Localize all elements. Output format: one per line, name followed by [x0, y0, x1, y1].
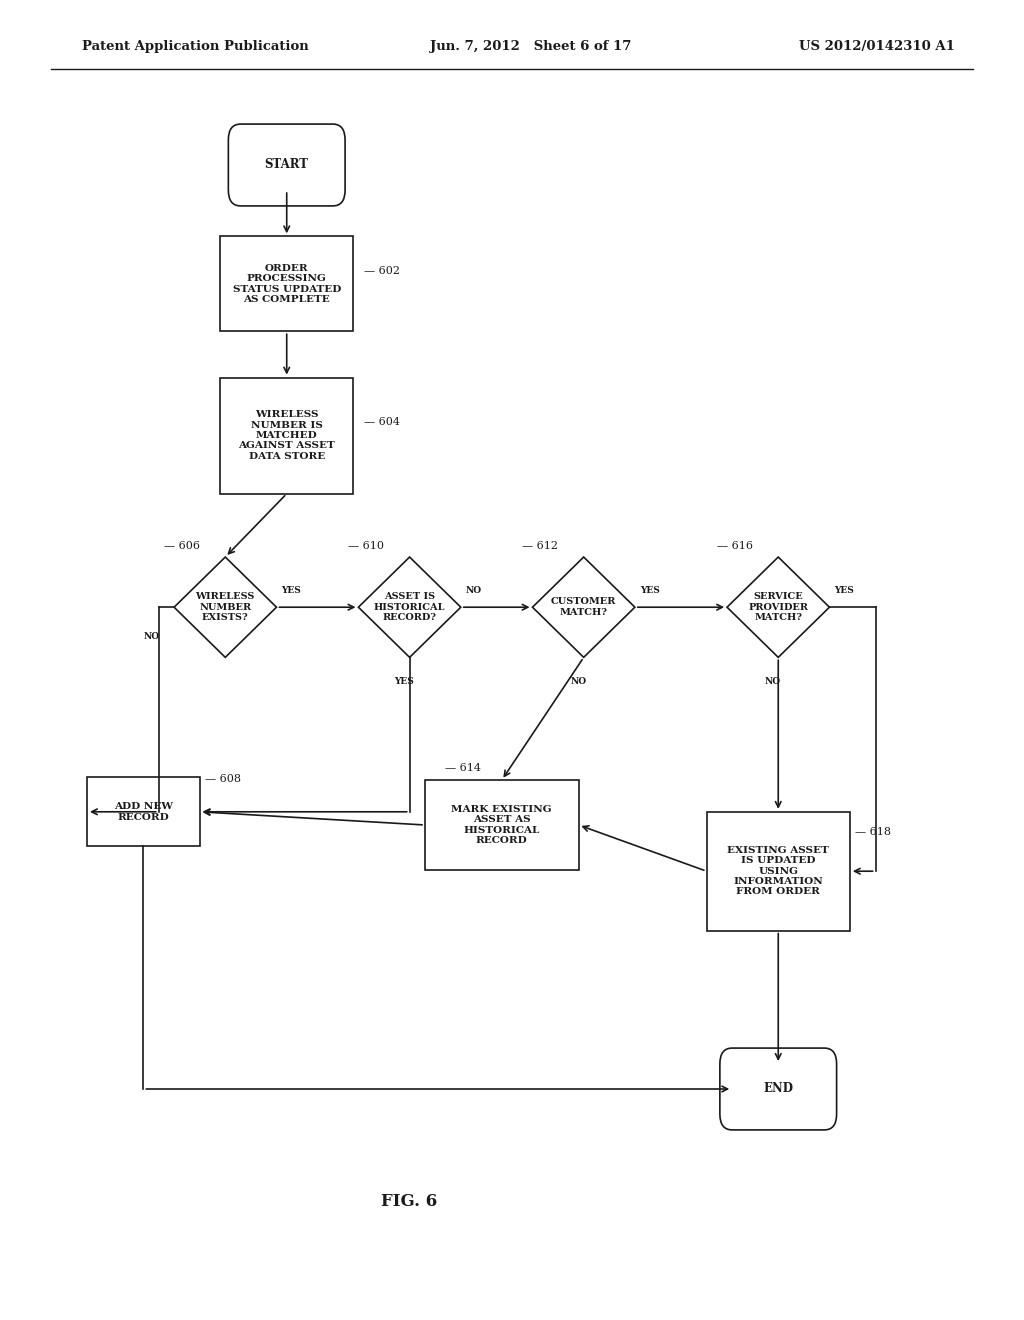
Text: NO: NO: [765, 677, 781, 685]
Text: NO: NO: [143, 632, 160, 640]
Polygon shape: [174, 557, 276, 657]
Text: YES: YES: [640, 586, 659, 594]
Text: ADD NEW
RECORD: ADD NEW RECORD: [114, 803, 173, 821]
Bar: [220, 236, 353, 331]
Bar: [87, 777, 200, 846]
Text: CUSTOMER
MATCH?: CUSTOMER MATCH?: [551, 598, 616, 616]
Text: Jun. 7, 2012   Sheet 6 of 17: Jun. 7, 2012 Sheet 6 of 17: [430, 40, 632, 53]
Text: Patent Application Publication: Patent Application Publication: [82, 40, 308, 53]
Text: SERVICE
PROVIDER
MATCH?: SERVICE PROVIDER MATCH?: [749, 593, 808, 622]
FancyBboxPatch shape: [228, 124, 345, 206]
Polygon shape: [727, 557, 829, 657]
Bar: [707, 812, 850, 931]
Text: — 610: — 610: [348, 541, 384, 552]
Text: — 612: — 612: [522, 541, 558, 552]
Text: FIG. 6: FIG. 6: [382, 1193, 437, 1209]
Text: YES: YES: [282, 586, 301, 594]
Polygon shape: [358, 557, 461, 657]
Text: US 2012/0142310 A1: US 2012/0142310 A1: [799, 40, 954, 53]
Text: NO: NO: [466, 586, 482, 594]
Text: — 614: — 614: [445, 763, 481, 774]
Text: — 604: — 604: [364, 417, 399, 428]
Text: MARK EXISTING
ASSET AS
HISTORICAL
RECORD: MARK EXISTING ASSET AS HISTORICAL RECORD: [452, 805, 552, 845]
Text: WIRELESS
NUMBER IS
MATCHED
AGAINST ASSET
DATA STORE: WIRELESS NUMBER IS MATCHED AGAINST ASSET…: [239, 411, 335, 461]
Text: WIRELESS
NUMBER
EXISTS?: WIRELESS NUMBER EXISTS?: [196, 593, 255, 622]
Text: — 606: — 606: [164, 541, 200, 552]
Bar: [220, 378, 353, 494]
FancyBboxPatch shape: [720, 1048, 837, 1130]
Polygon shape: [532, 557, 635, 657]
Text: — 618: — 618: [855, 826, 891, 837]
Text: EXISTING ASSET
IS UPDATED
USING
INFORMATION
FROM ORDER: EXISTING ASSET IS UPDATED USING INFORMAT…: [727, 846, 829, 896]
Text: YES: YES: [835, 586, 854, 594]
Text: — 602: — 602: [364, 265, 399, 276]
Bar: [425, 780, 579, 870]
Text: NO: NO: [570, 677, 587, 685]
Text: END: END: [763, 1082, 794, 1096]
Text: ORDER
PROCESSING
STATUS UPDATED
AS COMPLETE: ORDER PROCESSING STATUS UPDATED AS COMPL…: [232, 264, 341, 304]
Text: ASSET IS
HISTORICAL
RECORD?: ASSET IS HISTORICAL RECORD?: [374, 593, 445, 622]
Text: YES: YES: [394, 677, 415, 685]
Text: — 608: — 608: [205, 774, 241, 784]
Text: START: START: [265, 158, 308, 172]
Text: — 616: — 616: [717, 541, 753, 552]
